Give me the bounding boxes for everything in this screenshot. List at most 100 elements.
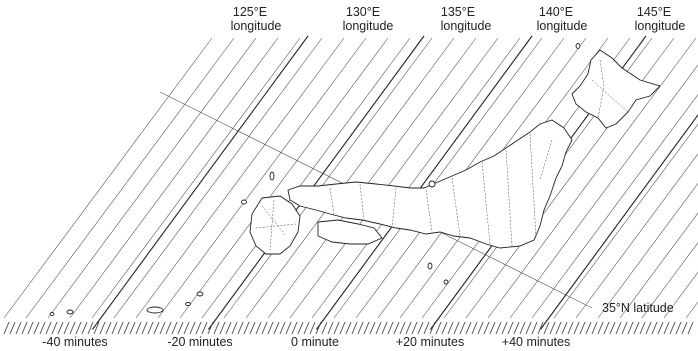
honshu-borders <box>329 133 553 247</box>
time-label-plus-20: +20 minutes <box>396 335 464 349</box>
island <box>196 291 204 297</box>
island <box>146 306 164 314</box>
hokkaido <box>571 49 661 129</box>
time-line <box>597 182 698 319</box>
hatch-mark <box>27 321 34 335</box>
time-line <box>245 37 455 319</box>
hatch-mark <box>651 321 658 335</box>
hatch-mark <box>429 321 436 335</box>
hatch-mark <box>381 321 388 335</box>
hatch-mark <box>363 321 370 335</box>
hatch-mark <box>165 321 172 335</box>
time-line <box>223 37 433 319</box>
hatch-mark <box>513 321 520 335</box>
hatch-mark <box>495 321 502 335</box>
hatch-mark <box>219 321 226 335</box>
time-line <box>685 301 698 319</box>
time-line <box>25 37 235 319</box>
hatch-mark <box>105 321 112 335</box>
time-labels: -40 minutes -20 minutes 0 minute +20 min… <box>42 335 570 349</box>
hatch-mark <box>147 321 154 335</box>
island <box>443 279 449 285</box>
hatch-mark <box>207 321 214 335</box>
hatch-mark <box>285 321 292 335</box>
island <box>49 312 55 316</box>
islands <box>49 43 581 316</box>
time-line <box>333 37 543 319</box>
hatch-mark <box>57 321 64 335</box>
hatch-mark <box>261 321 268 335</box>
hatch-mark <box>51 321 58 335</box>
island <box>241 199 247 205</box>
hatch-mark <box>87 321 94 335</box>
hatch-mark <box>645 321 652 335</box>
hatch-mark <box>129 321 136 335</box>
time-line <box>509 64 698 319</box>
hatch-mark <box>111 321 118 335</box>
hatch-mark <box>507 321 514 335</box>
time-line <box>487 37 697 319</box>
shikoku <box>317 219 383 245</box>
hatch-mark <box>243 321 250 335</box>
hatch-mark <box>351 321 358 335</box>
hatch-mark <box>309 321 316 335</box>
hatch-mark <box>117 321 124 335</box>
island <box>427 262 433 270</box>
hatch-mark <box>339 321 346 335</box>
hatch-mark <box>375 321 382 335</box>
hatch-mark <box>39 321 46 335</box>
bold-time-line <box>91 35 309 331</box>
time-line <box>47 37 257 319</box>
hatch-mark <box>231 321 238 335</box>
hatch-mark <box>669 321 676 335</box>
hatch-mark <box>687 321 694 335</box>
hatch-mark <box>465 321 472 335</box>
latitude-label: 35°N latitude <box>602 301 674 315</box>
hatch-mark <box>537 321 544 335</box>
hatch-mark <box>519 321 526 335</box>
time-line <box>69 37 279 319</box>
lon-140-deg: 140°E <box>539 5 573 19</box>
hatch-mark <box>567 321 574 335</box>
kyushu <box>249 195 301 255</box>
hatch-mark <box>609 321 616 335</box>
hatch-mark <box>333 321 340 335</box>
hatch-mark <box>555 321 562 335</box>
hatch-mark <box>45 321 52 335</box>
hokkaido-borders <box>591 79 629 113</box>
time-line <box>619 212 698 319</box>
hatch-mark <box>297 321 304 335</box>
hatch-mark <box>267 321 274 335</box>
hatch-baseline <box>3 321 694 335</box>
hatch-mark <box>321 321 328 335</box>
time-label-minus-40: -40 minutes <box>42 335 107 349</box>
hatch-mark <box>657 321 664 335</box>
hatch-mark <box>135 321 142 335</box>
hatch-mark <box>417 321 424 335</box>
time-line <box>113 37 323 319</box>
lon-145-deg: 145°E <box>637 5 671 19</box>
time-line <box>201 37 411 319</box>
time-line <box>663 271 698 319</box>
hatch-mark <box>399 321 406 335</box>
hatch-mark <box>387 321 394 335</box>
hatch-mark <box>213 321 220 335</box>
time-label-zero: 0 minute <box>291 335 339 349</box>
hatch-mark <box>189 321 196 335</box>
hatch-mark <box>141 321 148 335</box>
hatch-mark <box>3 321 10 335</box>
lon-145-word: longitude <box>635 19 686 33</box>
hatch-mark <box>195 321 202 335</box>
hatch-mark <box>603 321 610 335</box>
hatch-mark <box>459 321 466 335</box>
hatch-mark <box>585 321 592 335</box>
hatch-mark <box>621 321 628 335</box>
hatch-mark <box>675 321 682 335</box>
hatch-mark <box>183 321 190 335</box>
time-line <box>179 37 389 319</box>
hatch-mark <box>435 321 442 335</box>
hokkaido-borders-2 <box>597 59 605 119</box>
hatch-mark <box>315 321 322 335</box>
time-line <box>91 37 301 319</box>
